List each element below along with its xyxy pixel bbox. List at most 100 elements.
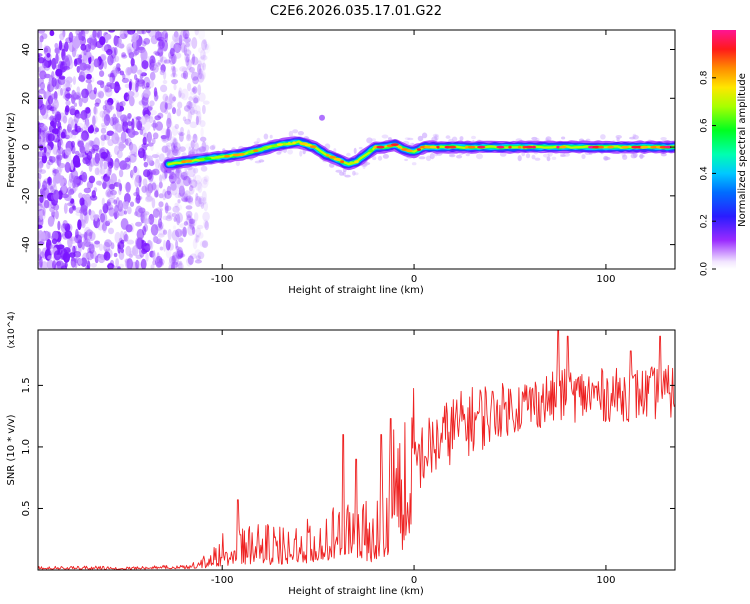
noise-blob <box>76 65 81 73</box>
y-tick-label: 0 <box>21 144 32 150</box>
noise-blob <box>84 232 88 241</box>
noise-blob <box>164 190 172 199</box>
noise-blob <box>143 214 147 225</box>
speckle <box>660 152 667 157</box>
noise-blob <box>194 174 202 185</box>
noise-blob <box>103 176 111 187</box>
noise-blob <box>197 63 202 75</box>
noise-blob <box>180 175 186 179</box>
noise-blob <box>194 259 202 264</box>
noise-blob <box>127 128 136 139</box>
noise-blob <box>99 167 106 175</box>
noise-blob <box>158 201 164 208</box>
snr-y-multiplier: (x10^4) <box>7 311 17 348</box>
noise-blob <box>204 43 209 51</box>
noise-blob <box>100 151 108 159</box>
noise-blob <box>58 75 66 80</box>
y-tick-label: 20 <box>21 92 32 105</box>
spectrogram-ticks: -100 0 100 -40 -20 0 20 40 <box>21 30 675 285</box>
noise-blob <box>176 178 185 191</box>
noise-blob <box>74 245 78 254</box>
noise-blob <box>72 155 81 167</box>
noise-blob <box>159 246 164 251</box>
noise-blob <box>188 102 197 108</box>
noise-blob <box>94 240 100 245</box>
noise-blob <box>189 112 194 118</box>
noise-blob <box>47 159 54 166</box>
noise-blob <box>152 208 160 218</box>
noise-blob <box>162 135 167 142</box>
x-tick-label: -100 <box>211 575 234 586</box>
noise-blob <box>38 180 41 190</box>
noise-blob <box>120 132 129 139</box>
noise-blob <box>195 234 200 243</box>
noise-blob <box>39 256 43 268</box>
noise-blob <box>173 142 181 152</box>
ridge-hotspot <box>253 149 259 153</box>
noise-blob <box>183 221 188 226</box>
noise-blob <box>113 182 121 187</box>
noise-blob <box>124 157 131 163</box>
isolated-blob <box>319 114 325 121</box>
noise-blob <box>178 185 185 197</box>
noise-blob <box>61 193 69 199</box>
noise-blob <box>198 63 205 73</box>
noise-blob <box>159 70 165 76</box>
noise-blob <box>104 239 112 248</box>
speckle <box>209 145 216 151</box>
noise-blob <box>184 33 189 40</box>
noise-blob <box>187 255 194 265</box>
noise-blob <box>190 71 199 81</box>
noise-blob <box>190 103 198 116</box>
spectrogram-x-axis-label: Height of straight line (km) <box>288 285 424 296</box>
noise-blob <box>113 211 120 219</box>
ridge-hotspot <box>522 145 527 149</box>
noise-blob <box>126 46 132 56</box>
noise-blob <box>109 76 113 83</box>
noise-blob <box>46 259 54 269</box>
noise-blob <box>43 151 51 159</box>
noise-blob <box>106 48 113 56</box>
noise-blob <box>78 31 82 41</box>
noise-blob <box>46 52 51 58</box>
speckle <box>639 153 644 160</box>
noise-blob <box>99 212 108 224</box>
noise-blob <box>171 229 180 241</box>
noise-blob <box>173 174 179 182</box>
noise-blob <box>95 40 104 49</box>
noise-blob <box>88 55 92 65</box>
snr-ticks: -100 0 100 0.5 1.0 1.5 <box>21 330 675 586</box>
noise-blob <box>38 63 43 68</box>
noise-blob <box>77 219 82 231</box>
ridge-hotspot <box>467 145 476 149</box>
colorbar-label: Normalized spectral amplitude <box>737 73 748 227</box>
noise-blob <box>120 248 125 254</box>
speckle <box>366 137 373 144</box>
noise-blob <box>157 40 165 51</box>
noise-blob <box>187 82 192 92</box>
noise-blob <box>166 185 172 196</box>
speckle <box>476 153 483 160</box>
noise-blob <box>157 233 165 238</box>
noise-blob <box>194 30 199 36</box>
noise-blob <box>69 105 76 115</box>
colorbar-tick-label: 0.0 <box>700 262 710 277</box>
ridge-hotspot <box>204 157 212 161</box>
noise-blob <box>115 35 120 48</box>
noise-blob <box>141 30 145 35</box>
noise-blob <box>53 104 58 115</box>
noise-blob <box>171 263 176 269</box>
noise-blob <box>125 137 132 147</box>
noise-blob <box>198 56 205 66</box>
snr-panel: -100 0 100 0.5 1.0 1.5 Height of straight lin… <box>6 311 676 597</box>
noise-blob <box>87 125 95 134</box>
noise-blob <box>186 100 193 109</box>
noise-blob <box>42 151 47 157</box>
noise-blob <box>47 141 54 151</box>
noise-blob <box>65 100 71 106</box>
noise-blob <box>173 250 178 260</box>
ridge-hotspot <box>496 145 505 149</box>
noise-blob <box>135 221 143 227</box>
noise-blob <box>93 58 100 68</box>
noise-blob <box>114 55 120 62</box>
